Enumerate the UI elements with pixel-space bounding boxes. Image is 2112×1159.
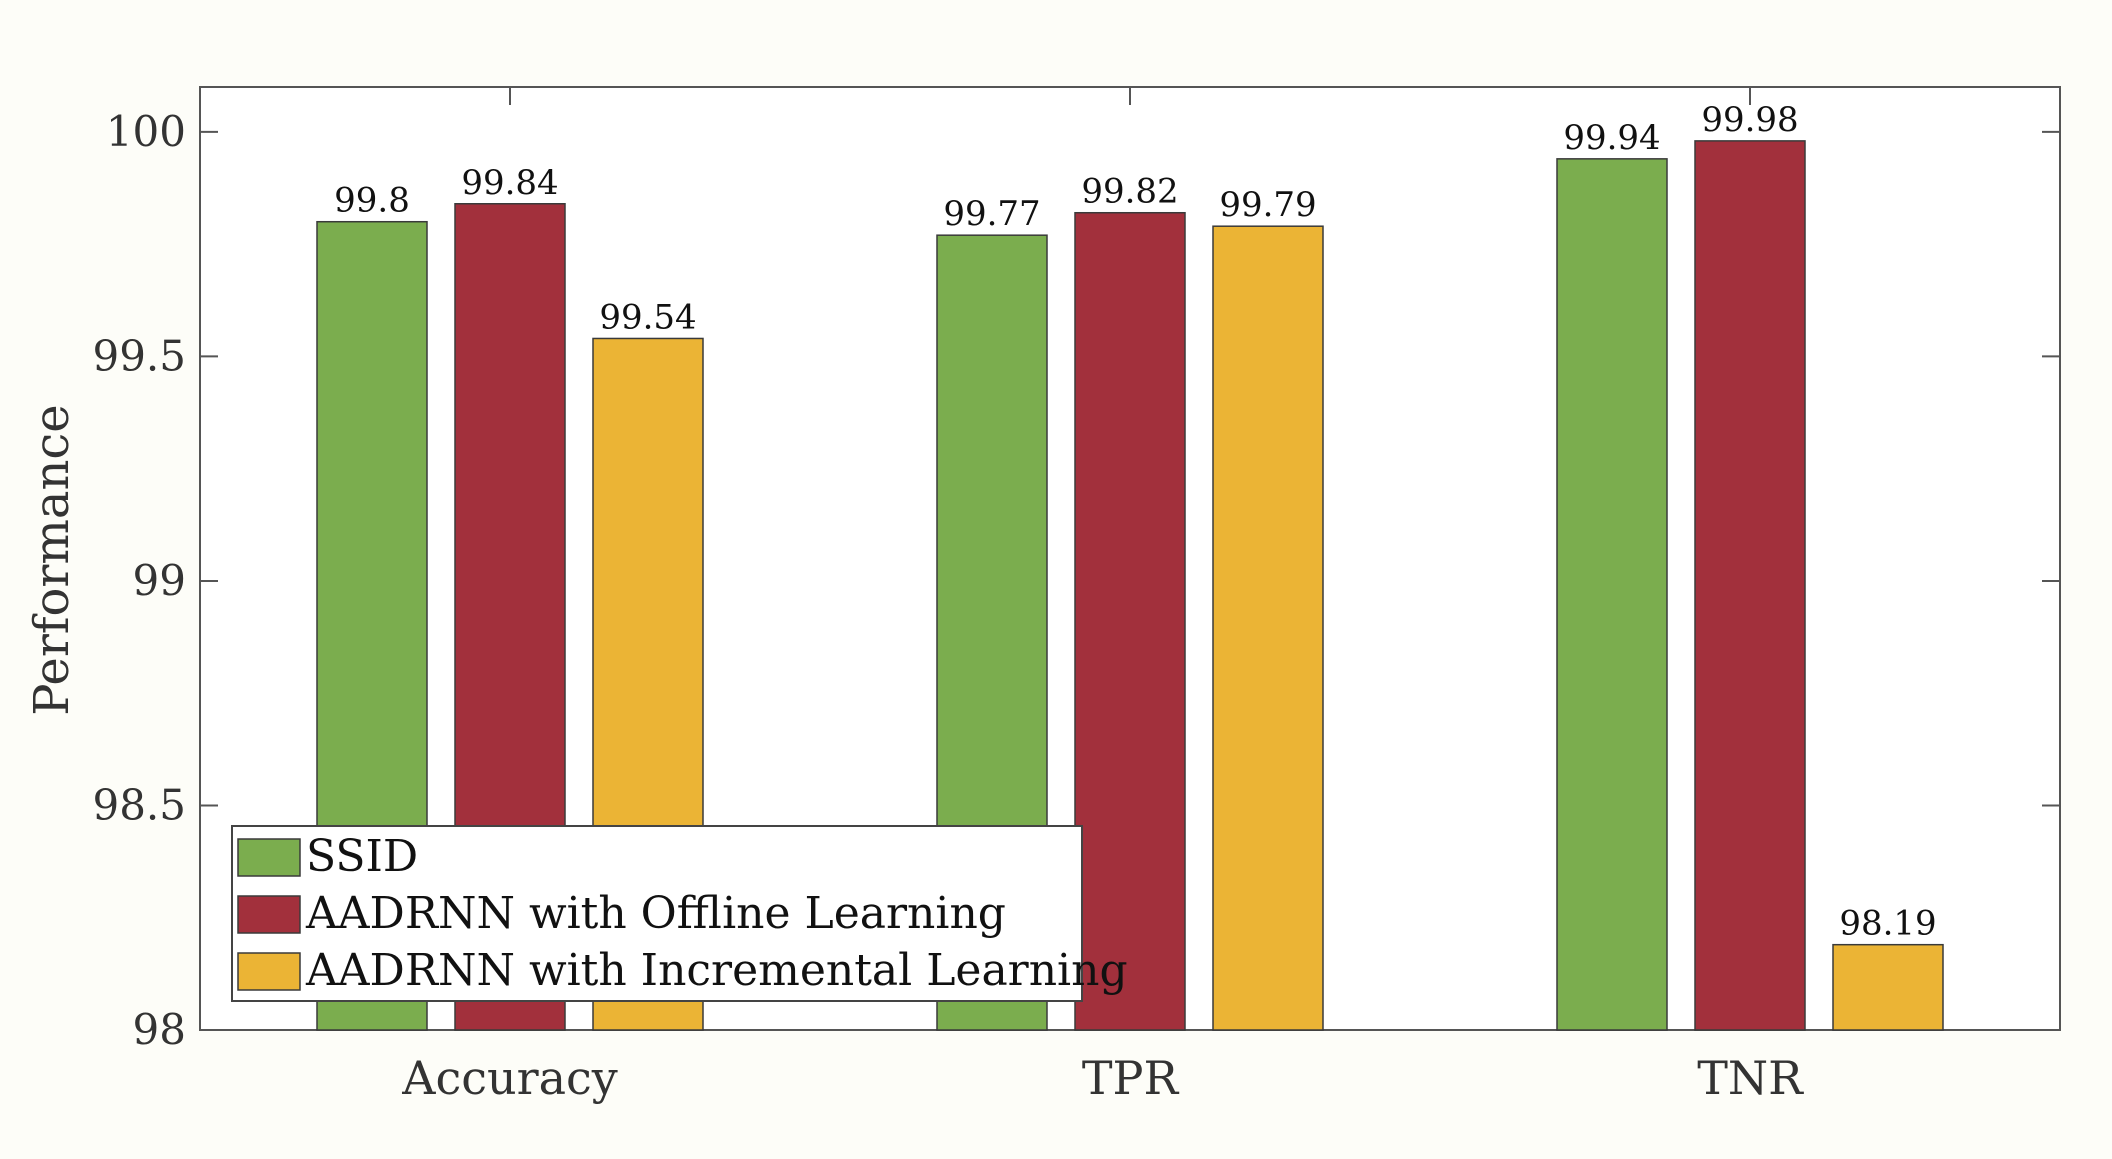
data-label: 99.98	[1701, 100, 1798, 140]
data-label: 99.54	[599, 297, 696, 337]
data-label: 98.19	[1839, 904, 1936, 944]
bar	[1556, 158, 1668, 1031]
y-tick-label: 99	[133, 556, 186, 605]
x-tick-labels: Accuracy TPR TNR	[401, 1051, 1804, 1105]
x-tick-label: TPR	[1082, 1051, 1180, 1105]
y-axis-label: Performance	[24, 404, 80, 715]
x-tick-label: TNR	[1697, 1051, 1804, 1105]
y-tick-label: 100	[106, 107, 186, 156]
data-label: 99.94	[1563, 118, 1660, 158]
data-label: 99.82	[1081, 172, 1178, 212]
legend-swatch	[237, 952, 301, 991]
bar	[1212, 225, 1324, 1031]
axis-ticks: 98 98.5 99 99.5 100	[92, 87, 2060, 1054]
legend: SSID AADRNN with Offline Learning AADRNN w…	[231, 825, 1128, 1002]
bar	[1074, 211, 1186, 1031]
bar	[1832, 943, 1944, 1031]
legend-box	[231, 825, 1083, 1002]
data-label: 99.8	[334, 181, 410, 221]
bar-group: 99.8 99.84 99.54 99.77 99.82 99.79 99.94 99.98 9…	[316, 100, 1944, 1031]
legend-swatch	[237, 895, 301, 934]
legend-label: AADRNN with Incremental Learning	[305, 945, 1128, 996]
bar	[1694, 140, 1806, 1031]
data-label: 99.79	[1219, 185, 1316, 225]
x-tick-label: Accuracy	[401, 1051, 618, 1105]
y-tick-label: 98	[133, 1005, 186, 1054]
legend-label: AADRNN with Offline Learning	[305, 888, 1006, 939]
data-label: 99.84	[461, 163, 558, 203]
legend-label: SSID	[306, 831, 418, 882]
y-tick-label: 99.5	[92, 331, 186, 380]
y-tick-label: 98.5	[92, 780, 186, 829]
legend-swatch	[237, 838, 301, 877]
data-label: 99.77	[943, 194, 1040, 234]
